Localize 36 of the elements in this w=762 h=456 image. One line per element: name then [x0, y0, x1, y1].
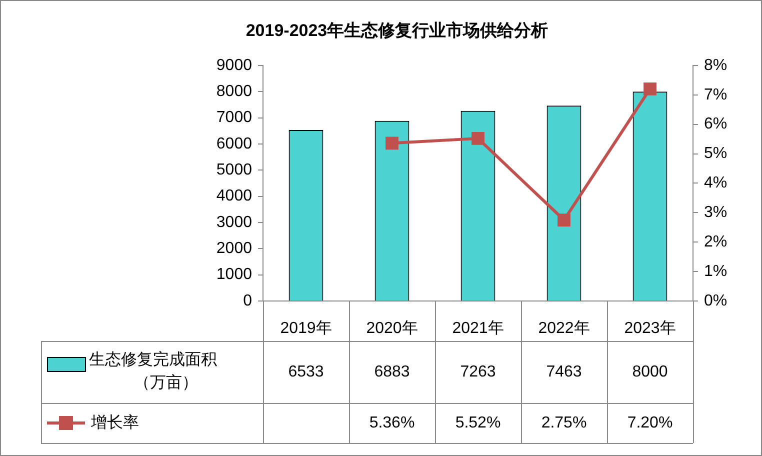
y-tick-label: 9000	[216, 56, 252, 74]
y-tick-label: 1000	[216, 266, 252, 284]
data-label: 7463	[546, 363, 582, 380]
y2-tick-label: 8%	[704, 56, 728, 74]
x-tick-label: 2023年	[624, 320, 676, 338]
legend-label: 增长率	[90, 413, 139, 432]
y2-tick-label: 3%	[704, 204, 728, 222]
y-tick-label: 0	[243, 292, 252, 310]
data-label: 2.75%	[541, 414, 587, 432]
y-tick-label: 8000	[216, 82, 252, 100]
data-label: 8000	[632, 363, 668, 380]
y-tick-label: 5000	[216, 162, 252, 179]
legend-label: 生态修复完成面积（万亩）	[89, 350, 217, 392]
data-label: 6883	[374, 363, 410, 380]
x-tick-label: 2021年	[452, 320, 504, 338]
data-label: 7263	[460, 363, 496, 380]
y-tick-label: 4000	[216, 188, 252, 205]
data-label: 6533	[288, 363, 324, 380]
y-tick-label: 6000	[216, 135, 252, 152]
y2-tick-label: 2%	[704, 234, 728, 251]
y2-tick-label: 0%	[704, 292, 728, 310]
data-label: 7.20%	[627, 414, 673, 432]
y-tick-label: 2000	[216, 240, 252, 258]
y2-tick-label: 1%	[704, 262, 728, 280]
chart-title: 2019-2023年生态修复行业市场供给分析	[246, 20, 548, 40]
x-tick-label: 2020年	[366, 320, 418, 338]
y2-tick-label: 4%	[704, 174, 728, 192]
x-tick-label: 2022年	[538, 320, 590, 338]
y2-tick-label: 7%	[704, 86, 728, 104]
data-label: 5.36%	[369, 414, 415, 432]
data-label: 5.52%	[455, 414, 501, 432]
y-tick-label: 7000	[216, 109, 252, 126]
y2-tick-label: 5%	[704, 145, 728, 162]
x-tick-label: 2019年	[280, 320, 332, 338]
y2-tick-label: 6%	[704, 116, 728, 133]
y-tick-label: 3000	[216, 214, 252, 231]
